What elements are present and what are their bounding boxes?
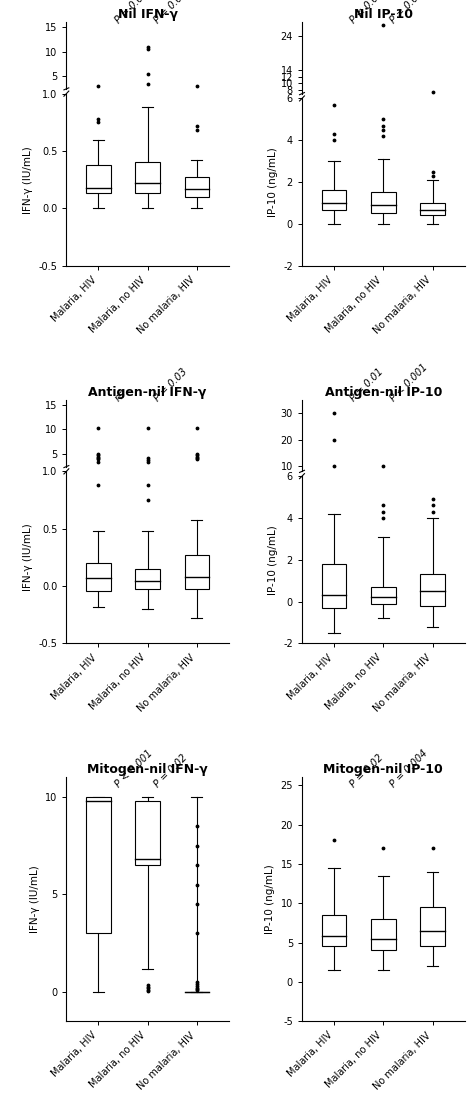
Title: Antigen-nil IFN-γ: Antigen-nil IFN-γ <box>89 385 207 399</box>
Bar <box>86 797 111 933</box>
Bar <box>184 556 209 590</box>
Bar <box>86 563 111 591</box>
Y-axis label: IFN-γ (IU/mL): IFN-γ (IU/mL) <box>23 146 33 213</box>
Bar <box>135 800 160 865</box>
Title: Nil IFN-γ: Nil IFN-γ <box>118 8 178 21</box>
Bar <box>135 163 160 193</box>
Bar <box>371 587 396 604</box>
Bar <box>420 907 445 946</box>
Bar <box>322 915 346 946</box>
Title: Nil IP-10: Nil IP-10 <box>354 8 413 21</box>
Title: Mitogen-nil IFN-γ: Mitogen-nil IFN-γ <box>87 763 208 776</box>
Bar <box>322 564 346 608</box>
Text: P = 0.02: P = 0.02 <box>349 753 386 789</box>
Text: P < 0.001: P < 0.001 <box>349 0 390 25</box>
Bar <box>86 165 111 193</box>
Text: P = 0.004: P = 0.004 <box>388 749 429 789</box>
Bar <box>420 574 445 606</box>
Bar <box>322 190 346 210</box>
Y-axis label: IP-10 (ng/mL): IP-10 (ng/mL) <box>268 147 278 217</box>
Text: P = 0.03: P = 0.03 <box>153 367 190 403</box>
Text: P < 0.001: P < 0.001 <box>113 749 155 789</box>
Y-axis label: IP-10 (ng/mL): IP-10 (ng/mL) <box>268 525 278 595</box>
Bar <box>135 569 160 590</box>
Title: Antigen-nil IP-10: Antigen-nil IP-10 <box>325 385 442 399</box>
Bar <box>371 192 396 213</box>
Text: P = 0.02: P = 0.02 <box>153 753 190 789</box>
Bar <box>420 203 445 215</box>
Bar <box>184 178 209 197</box>
Y-axis label: IFN-γ (IU/mL): IFN-γ (IU/mL) <box>23 524 33 591</box>
Text: P = 0.02: P = 0.02 <box>388 0 425 25</box>
Text: P = 0.01: P = 0.01 <box>153 0 190 25</box>
Title: Mitogen-nil IP-10: Mitogen-nil IP-10 <box>323 763 443 776</box>
Text: P = 0.01: P = 0.01 <box>349 367 386 403</box>
Y-axis label: IFN-γ (IU/mL): IFN-γ (IU/mL) <box>29 865 39 933</box>
Y-axis label: IP-10 (ng/mL): IP-10 (ng/mL) <box>265 864 275 934</box>
Text: ns: ns <box>113 388 128 403</box>
Bar <box>371 919 396 951</box>
Text: P = 0.02: P = 0.02 <box>113 0 150 25</box>
Text: P < 0.001: P < 0.001 <box>388 362 429 403</box>
